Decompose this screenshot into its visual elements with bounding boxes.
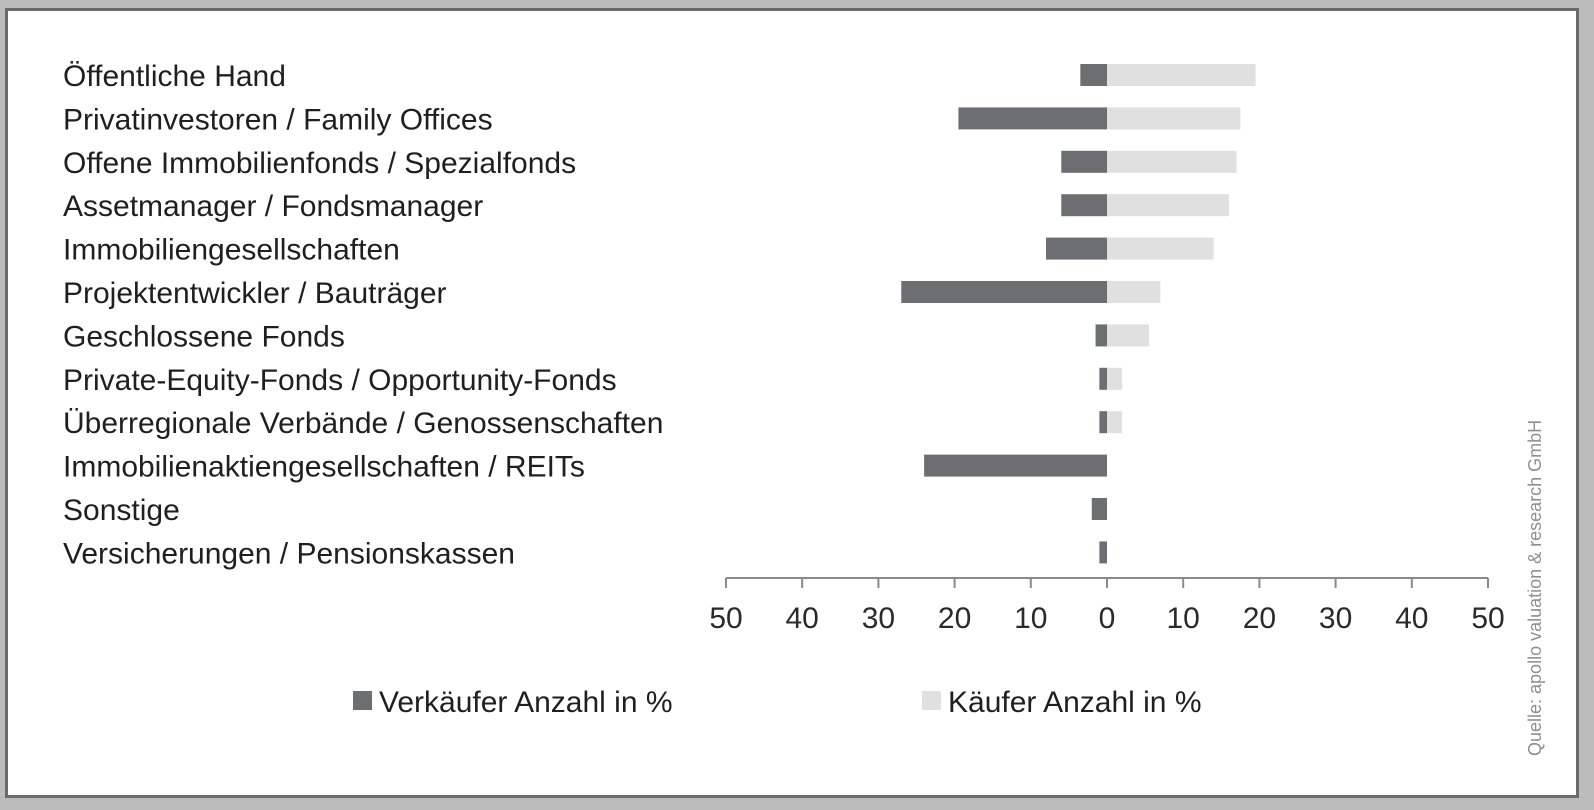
seller-bar [1091,498,1107,520]
seller-bar [1061,194,1107,217]
seller-bar [1099,541,1107,564]
buyer-bar [1107,411,1123,434]
category-label: Versicherungen / Pensionskassen [63,537,515,570]
seller-bar [1099,411,1107,434]
buyer-bar [1107,64,1256,86]
x-tick-label: 30 [1319,602,1352,635]
category-label: Sonstige [63,494,180,527]
category-label: Immobiliengesellschaften [63,234,400,267]
buyer-bar [1107,324,1149,347]
x-tick-label: 20 [938,602,971,635]
seller-bar [1061,150,1107,173]
legend-label-kaeufer: Käufer Anzahl in % [948,686,1202,719]
buyer-bar [1107,194,1229,217]
category-label: Projektentwickler / Bauträger [63,277,447,310]
source-note: Quelle: apollo valuation & research GmbH [1525,420,1545,756]
seller-bar [1099,367,1107,390]
x-tick-label: 10 [1167,602,1200,635]
x-tick-label: 20 [1243,602,1276,635]
seller-bar [1046,237,1107,260]
category-label: Assetmanager / Fondsmanager [63,190,483,223]
seller-bar [1095,324,1107,347]
buyer-bar [1107,237,1214,260]
buyer-bar [1107,367,1123,390]
x-tick-label: 30 [862,602,895,635]
buyer-bar [1107,107,1241,130]
x-tick-label: 0 [1099,602,1116,635]
category-label: Offene Immobilienfonds / Spezialfonds [63,147,576,180]
legend-swatch-kaeufer [922,691,941,710]
buyer-bar [1107,150,1237,173]
x-tick-label: 50 [1471,602,1504,635]
seller-bar [958,107,1107,130]
chart-frame: Öffentliche Hand Privatinvestoren / Famil… [5,8,1579,798]
category-label: Immobilienaktiengesellschaften / REITs [63,451,585,484]
legend-swatch-verkaeufer [353,691,372,710]
x-tick-label: 50 [709,602,742,635]
chart: Öffentliche Hand Privatinvestoren / Famil… [63,60,1545,756]
category-label: Privatinvestoren / Family Offices [63,103,493,136]
x-tick-label: 10 [1014,602,1047,635]
seller-bar [1080,64,1107,86]
buyer-bar [1107,281,1161,303]
seller-bar [924,454,1107,477]
category-label: Überregionale Verbände / Genossenschafte… [63,407,663,440]
x-tick-label: 40 [1395,602,1428,635]
category-label: Private-Equity-Fonds / Opportunity-Fonds [63,364,617,397]
x-tick-label: 40 [786,602,819,635]
legend-label-verkaeufer: Verkäufer Anzahl in % [379,686,673,719]
seller-bar [901,281,1107,303]
category-label: Öffentliche Hand [63,60,286,93]
category-label: Geschlossene Fonds [63,320,345,353]
